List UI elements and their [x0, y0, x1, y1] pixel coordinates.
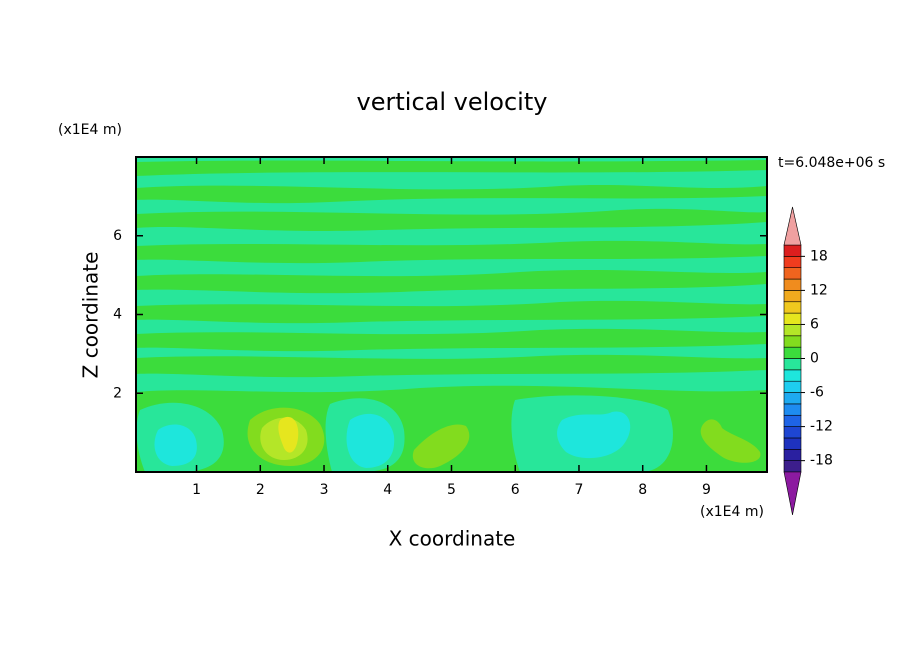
colorbar-box	[783, 312, 802, 325]
colorbar-tick-label: 12	[810, 282, 828, 298]
contour-region	[700, 419, 761, 463]
colorbar-tick-label: -18	[810, 453, 833, 469]
colorbar-box	[783, 256, 802, 269]
colorbar-box	[783, 403, 802, 416]
contour-region	[136, 185, 767, 204]
colorbar-tick-label: -6	[810, 385, 824, 401]
colorbar-box	[783, 380, 802, 393]
contour-region	[136, 328, 767, 352]
contour-region	[154, 424, 197, 466]
colorbar-box	[783, 460, 802, 473]
colorbar-tick-label: 6	[810, 316, 819, 332]
time-label: t=6.048e+06 s	[778, 155, 885, 171]
contour-region	[557, 411, 631, 459]
colorbar-box	[783, 290, 802, 303]
x-tick-label: 2	[256, 482, 265, 498]
x-tick-label: 6	[511, 482, 520, 498]
contour-region	[136, 270, 767, 294]
colorbar-tick-label: 18	[810, 248, 828, 264]
colorbar-box	[783, 414, 802, 427]
colorbar-box	[783, 244, 802, 257]
contour-region	[136, 300, 767, 324]
colorbar-box	[783, 267, 802, 280]
colorbar-box	[783, 437, 802, 450]
colorbar-box	[783, 278, 802, 291]
x-tick-label: 7	[575, 482, 584, 498]
x-tick-label: 9	[702, 482, 711, 498]
contour-region	[346, 413, 395, 468]
contour-region	[412, 424, 470, 469]
colorbar-tick-label: 0	[810, 351, 819, 367]
x-unit: (x1E4 m)	[700, 504, 764, 520]
contour-field	[136, 157, 767, 472]
contour-region	[136, 208, 767, 231]
colorbar-tick-label: -12	[810, 419, 833, 435]
colorbar-box	[783, 301, 802, 314]
colorbar-box	[783, 346, 802, 359]
colorbar-box	[783, 448, 802, 461]
colorbar-box	[783, 324, 802, 337]
chart-title: vertical velocity	[357, 88, 548, 116]
y-tick-label: 2	[113, 385, 122, 401]
y-axis-label: Z coordinate	[79, 252, 103, 379]
colorbar-box	[783, 392, 802, 405]
x-tick-label: 4	[383, 482, 392, 498]
colorbar-box	[783, 369, 802, 382]
colorbar-box	[783, 358, 802, 371]
x-tick-label: 3	[320, 482, 329, 498]
x-tick-label: 1	[192, 482, 201, 498]
colorbar-box	[783, 426, 802, 439]
colorbar-under	[783, 471, 802, 516]
contour-region	[136, 240, 767, 264]
colorbar-over	[783, 206, 802, 246]
contour-region	[136, 160, 767, 176]
colorbar-box	[783, 335, 802, 348]
y-tick-label: 6	[113, 228, 122, 244]
contour-region	[136, 354, 767, 378]
y-tick-label: 4	[113, 307, 122, 323]
x-tick-label: 8	[638, 482, 647, 498]
x-axis-label: X coordinate	[389, 527, 516, 551]
x-tick-label: 5	[447, 482, 456, 498]
y-unit: (x1E4 m)	[58, 122, 122, 138]
contour-region	[278, 416, 299, 453]
